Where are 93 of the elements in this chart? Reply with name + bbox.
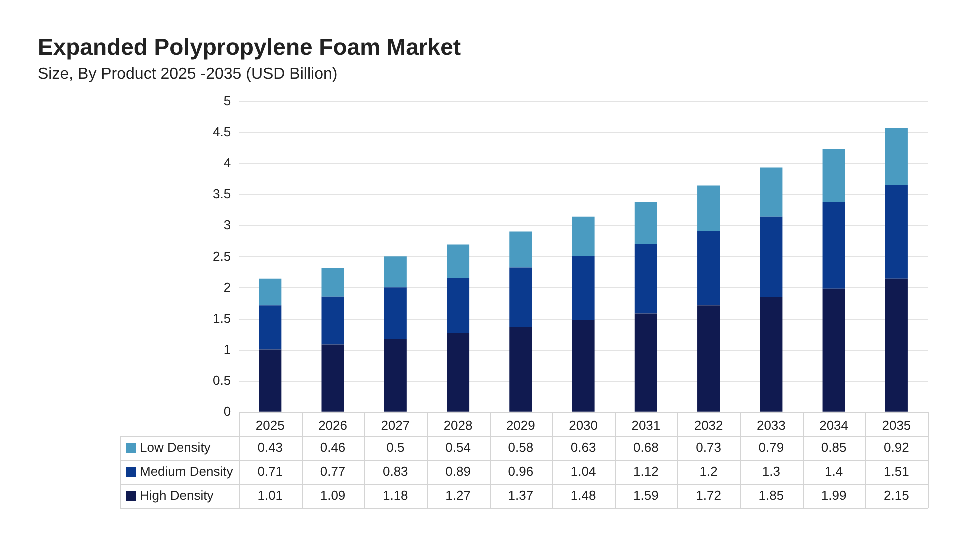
data-label: 0.73 bbox=[696, 440, 722, 455]
bar bbox=[572, 320, 595, 412]
data-label: 0.46 bbox=[320, 440, 346, 455]
bar bbox=[510, 232, 532, 268]
data-label: 0.96 bbox=[508, 464, 534, 479]
bar bbox=[760, 168, 783, 217]
y-tick-label: 0.5 bbox=[212, 372, 232, 388]
bar bbox=[384, 288, 407, 340]
x-tick-label: 2034 bbox=[820, 418, 849, 433]
data-label: 1.09 bbox=[320, 488, 346, 503]
x-tick-label: 2028 bbox=[444, 418, 473, 433]
bar bbox=[447, 334, 470, 412]
y-tick-label: 4.5 bbox=[212, 124, 232, 140]
bar bbox=[510, 268, 532, 328]
data-label: 0.68 bbox=[634, 440, 659, 455]
data-label: 1.4 bbox=[825, 464, 844, 479]
x-tick-label: 2027 bbox=[381, 418, 410, 433]
bar bbox=[259, 306, 282, 350]
bar bbox=[447, 244, 470, 278]
y-tick-label: 1 bbox=[224, 342, 232, 357]
y-tick-label: 2.5 bbox=[212, 248, 232, 264]
data-label: 1.59 bbox=[634, 488, 659, 503]
data-label: 1.48 bbox=[570, 488, 596, 503]
data-label: 0.63 bbox=[570, 440, 596, 455]
legend-label: Low Density bbox=[140, 440, 212, 455]
bar bbox=[634, 314, 658, 412]
x-tick-label: 2033 bbox=[756, 418, 786, 433]
data-label: 0.92 bbox=[884, 440, 910, 455]
bar bbox=[885, 185, 908, 279]
x-tick-label: 2026 bbox=[318, 418, 348, 433]
legend-label: Medium Density bbox=[140, 464, 234, 479]
x-tick-label: 2032 bbox=[694, 418, 724, 433]
bar bbox=[634, 202, 658, 244]
bar bbox=[259, 350, 282, 412]
data-label: 0.5 bbox=[386, 440, 405, 455]
y-tick-label: 4 bbox=[224, 156, 232, 171]
bar bbox=[698, 306, 720, 412]
y-tick-label: 3 bbox=[224, 218, 232, 233]
data-label: 1.72 bbox=[696, 488, 722, 503]
chart-title: Expanded Polypropylene Foam Market bbox=[38, 34, 462, 61]
data-label: 0.54 bbox=[446, 440, 471, 455]
data-label: 0.77 bbox=[320, 464, 346, 479]
bar bbox=[384, 256, 407, 288]
bar bbox=[572, 256, 595, 321]
data-label: 0.79 bbox=[758, 440, 784, 455]
data-label: 0.89 bbox=[446, 464, 471, 479]
bar bbox=[698, 186, 720, 232]
y-tick-label: 3.5 bbox=[212, 186, 232, 202]
x-tick-label: 2030 bbox=[569, 418, 598, 433]
bar bbox=[322, 296, 344, 345]
data-label: 1.01 bbox=[258, 488, 284, 503]
bar bbox=[384, 339, 407, 412]
x-tick-label: 2025 bbox=[256, 418, 285, 433]
bar bbox=[760, 298, 783, 412]
data-label: 1.2 bbox=[700, 464, 718, 479]
data-label: 1.27 bbox=[446, 488, 471, 503]
bar bbox=[822, 202, 846, 289]
x-tick-label: 2035 bbox=[882, 418, 912, 433]
data-label: 0.83 bbox=[382, 464, 408, 479]
data-label: 0.43 bbox=[258, 440, 284, 455]
chart-subtitle: Size, By Product 2025 -2035 (USD Billion) bbox=[38, 66, 338, 84]
bar bbox=[259, 278, 282, 306]
x-tick-label: 2029 bbox=[506, 418, 536, 433]
y-tick-label: 0 bbox=[224, 404, 232, 419]
bar bbox=[822, 149, 846, 202]
data-label: 1.51 bbox=[884, 464, 910, 479]
bar bbox=[322, 344, 344, 412]
bar bbox=[510, 327, 532, 412]
x-tick-label: 2031 bbox=[632, 418, 661, 433]
data-label: 1.12 bbox=[634, 464, 659, 479]
bar bbox=[760, 216, 783, 298]
bar bbox=[634, 244, 658, 314]
bar bbox=[698, 231, 720, 306]
y-tick-label: 1.5 bbox=[212, 310, 232, 326]
bar bbox=[447, 278, 470, 334]
bar bbox=[822, 288, 846, 412]
data-label: 2.15 bbox=[884, 488, 910, 503]
y-tick-label: 2 bbox=[224, 280, 232, 295]
data-label: 0.71 bbox=[258, 464, 284, 479]
bar bbox=[322, 268, 344, 297]
data-label: 0.85 bbox=[821, 440, 847, 455]
bar bbox=[885, 278, 908, 412]
y-tick-label: 5 bbox=[224, 94, 232, 109]
bar bbox=[572, 216, 595, 256]
data-label: 1.37 bbox=[508, 488, 534, 503]
data-label: 1.85 bbox=[758, 488, 784, 503]
data-label: 1.3 bbox=[762, 464, 780, 479]
legend-label: High Density bbox=[140, 488, 214, 503]
data-label: 0.58 bbox=[508, 440, 534, 455]
data-label: 1.18 bbox=[382, 488, 408, 503]
bar bbox=[885, 128, 908, 186]
data-label: 1.99 bbox=[821, 488, 847, 503]
data-label: 1.04 bbox=[570, 464, 596, 479]
